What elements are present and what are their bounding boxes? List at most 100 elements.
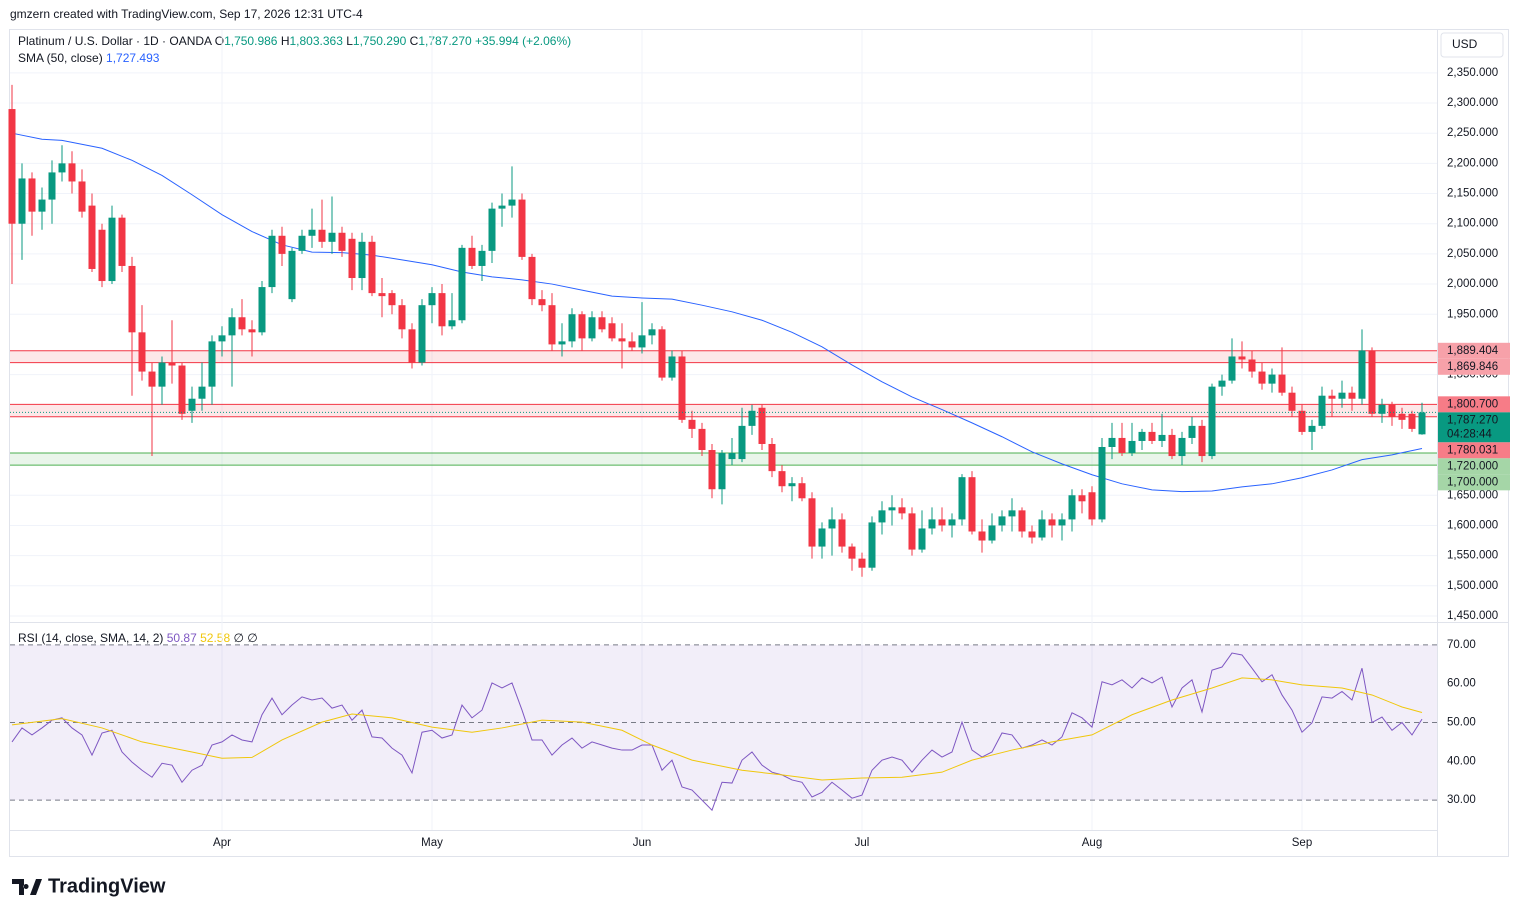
candle-body: [1368, 350, 1376, 414]
x-tick-label: Jul: [855, 837, 870, 849]
legend-change: +35.994 (+2.06%): [475, 34, 571, 48]
price-label-bg: [1438, 396, 1510, 413]
countdown: 04:28:44: [1447, 428, 1492, 440]
sma-legend: SMA (50, close) 1,727.493: [18, 51, 160, 65]
zone: [10, 404, 1437, 417]
candle-body: [1418, 412, 1426, 435]
candle-body: [88, 205, 96, 269]
candle-body: [898, 507, 906, 514]
rsi-title: RSI (14, close, SMA, 14, 2): [18, 631, 163, 645]
candle-body: [1018, 510, 1026, 532]
candle-body: [878, 510, 886, 523]
candle-body: [788, 483, 796, 487]
candle-body: [438, 293, 446, 327]
plot-layer: Apr May Jun Jul Aug Sep 2,350.000 2,300.000 2,25…: [8, 30, 1510, 857]
candle-body: [468, 247, 476, 266]
y-tick-label: 1,550.000: [1447, 550, 1498, 562]
price-label: 1,787.270: [1447, 414, 1498, 426]
y-tick-label: 2,100.000: [1447, 218, 1498, 230]
watermark: gmzern created with TradingView.com, Sep…: [10, 7, 363, 21]
candle-body: [688, 419, 696, 429]
candle-body: [38, 199, 46, 212]
candle-body: [398, 305, 406, 330]
logo-text: TradingView: [48, 875, 166, 897]
y-tick-label: 1,500.000: [1447, 580, 1498, 592]
candle-body: [298, 235, 306, 251]
candle-body: [828, 519, 836, 529]
legend-key: L: [346, 34, 353, 48]
candle-body: [1198, 425, 1206, 457]
candle-body: [428, 293, 436, 306]
candle-body: [268, 235, 276, 288]
price-label-bg: [1438, 458, 1510, 475]
candle-body: [578, 314, 586, 339]
candle-body: [1158, 434, 1166, 441]
candle-body: [908, 513, 916, 550]
candle-body: [138, 332, 146, 372]
candle-body: [108, 217, 116, 282]
candle-body: [508, 199, 516, 206]
candle-body: [928, 519, 936, 529]
candle-body: [1318, 395, 1326, 426]
candle-body: [98, 229, 106, 282]
y-tick-label: 1,450.000: [1447, 610, 1498, 622]
candle-body: [188, 398, 196, 411]
rsi-line: [11, 652, 1423, 812]
candle-body: [68, 163, 76, 182]
price-label-bg: [1438, 474, 1510, 491]
candle-body: [8, 109, 16, 224]
y-tick-label: 1,600.000: [1447, 519, 1498, 531]
candle-body: [758, 407, 766, 444]
legend-key: C: [410, 34, 419, 48]
candle-body: [998, 516, 1006, 526]
candle-body: [278, 235, 286, 254]
candle-body: [358, 241, 366, 279]
candle-body: [888, 507, 896, 511]
candle-body: [148, 371, 156, 387]
candle-body: [1248, 359, 1256, 372]
candle-body: [1268, 374, 1276, 384]
price-label: 1,869.846: [1447, 361, 1498, 373]
candle-body: [368, 241, 376, 294]
rsi-ma-line: [11, 677, 1423, 781]
candle-body: [548, 305, 556, 345]
price-label: 1,700.000: [1447, 476, 1498, 488]
candle-body: [238, 317, 246, 330]
y-tick-label: 1,650.000: [1447, 489, 1498, 501]
candle-body: [1088, 492, 1096, 520]
candle-body: [988, 525, 996, 541]
candle-body: [838, 519, 846, 547]
candle-body: [1128, 440, 1136, 454]
candle-body: [1138, 431, 1146, 441]
rsi-extra: ∅: [233, 631, 243, 645]
candle-body: [858, 558, 866, 568]
candle-body: [538, 299, 546, 306]
price-label-bg: [1438, 342, 1510, 359]
candle-body: [1008, 510, 1016, 517]
main-legend: Platinum / U.S. Dollar · 1D · OANDA O1,7…: [18, 34, 571, 48]
candle-body: [1288, 392, 1296, 411]
candle-body: [648, 329, 656, 336]
candle-body: [1188, 425, 1196, 438]
candle-body: [668, 356, 676, 378]
y-tick-label: 2,200.000: [1447, 157, 1498, 169]
candle-body: [1068, 495, 1076, 520]
x-tick-label: Sep: [1292, 837, 1312, 849]
candle-body: [388, 293, 396, 306]
currency-button[interactable]: [1440, 32, 1504, 58]
y-tick-label: 2,150.000: [1447, 188, 1498, 200]
candle-body: [608, 323, 616, 339]
candle-body: [638, 335, 646, 348]
candle-body: [678, 356, 686, 420]
candle-body: [168, 362, 176, 366]
candle-body: [618, 338, 626, 342]
price-label: 1,780.031: [1447, 444, 1498, 456]
candle-body: [1218, 380, 1226, 387]
candle-body: [1348, 392, 1356, 399]
candle-body: [218, 335, 226, 342]
candle-body: [228, 317, 236, 336]
legend-key: O: [215, 34, 224, 48]
candle-body: [18, 178, 26, 224]
candle-body: [978, 531, 986, 541]
